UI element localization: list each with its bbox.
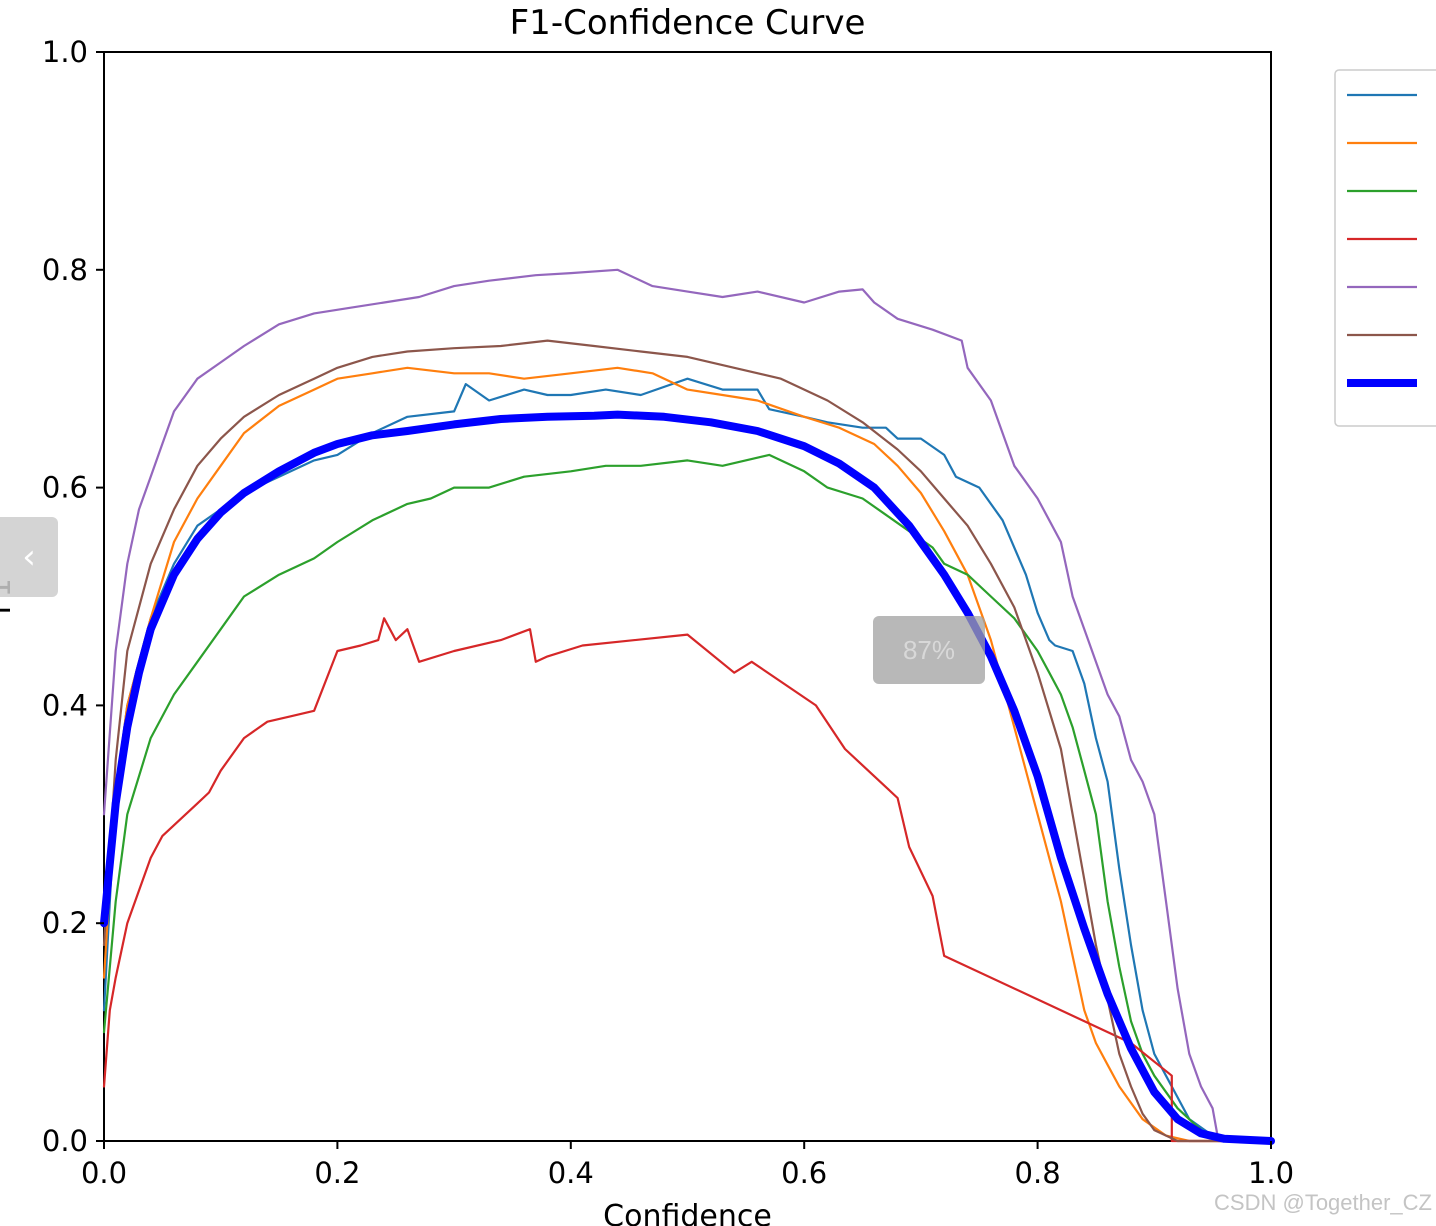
plot-frame [103,51,1272,1142]
x-tick-label: 1.0 [1248,1156,1294,1190]
legend-items [1347,93,1417,387]
watermark-text: CSDN @Together_CZ [1214,1190,1432,1215]
series-line-7 [100,410,1275,1145]
x-tick-label: 0.4 [548,1156,594,1190]
y-axis: 0.0 0.2 0.4 0.6 0.8 1.0 [42,35,104,1158]
zoom-level-badge: 87% [873,616,985,684]
legend-box [1334,69,1436,427]
series-line-1 [102,377,1273,1143]
watermark: CSDN @Together_CZ [1214,1190,1432,1216]
series-layer [100,268,1275,1145]
y-tick-label: 0.4 [42,688,88,722]
series-line-4 [102,617,1273,1143]
x-tick-label: 0.8 [1015,1156,1061,1190]
x-tick-label: 0.6 [781,1156,827,1190]
series-line-3 [102,453,1273,1143]
zoom-level-text: 87% [902,634,956,665]
y-tick-label: 0.0 [42,1124,88,1158]
y-tick-label: 1.0 [42,35,88,69]
y-tick-label: 0.2 [42,906,88,940]
chart-title: F1-Confidence Curve [510,3,866,43]
x-axis-label: Confidence [603,1199,772,1226]
series-line-5 [102,268,1273,1143]
previous-image-button[interactable]: ‹ [0,517,58,597]
x-axis: 0.0 0.2 0.4 0.6 0.8 1.0 [81,1141,1294,1190]
chevron-left-icon: ‹ [22,537,36,577]
x-tick-label: 0.2 [314,1156,360,1190]
x-tick-label: 0.0 [81,1156,127,1190]
plot-area [100,51,1275,1145]
legend [1334,69,1436,427]
y-tick-label: 0.8 [42,253,88,287]
series-line-2 [102,366,1273,1143]
y-tick-label: 0.6 [42,471,88,505]
